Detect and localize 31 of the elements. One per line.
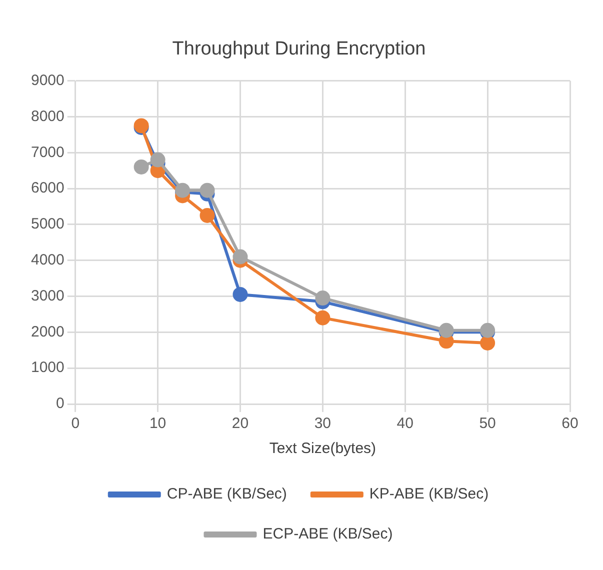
point <box>232 249 248 264</box>
x-tick-label: 60 <box>562 415 578 432</box>
y-tick-label: 6000 <box>30 180 64 197</box>
legend-label: ECP-ABE (KB/Sec) <box>262 526 393 543</box>
point <box>134 159 149 174</box>
y-tick-label: 1000 <box>30 359 64 376</box>
y-tick-label: 7000 <box>30 144 64 161</box>
x-tick-label: 50 <box>479 415 496 432</box>
x-tick-label: 10 <box>149 415 166 432</box>
point <box>315 290 330 306</box>
point <box>200 208 215 223</box>
y-tick-label: 0 <box>56 395 64 412</box>
point <box>150 152 166 168</box>
y-tick-label: 8000 <box>30 108 64 125</box>
point <box>315 310 330 326</box>
y-tick-label: 5000 <box>30 216 64 233</box>
y-tick-label: 2000 <box>30 323 64 340</box>
legend-label: KP-ABE (KB/Sec) <box>369 486 489 503</box>
chart-title: Throughput During Encryption <box>172 38 426 60</box>
x-tick-label: 20 <box>232 415 249 432</box>
x-tick-label: 30 <box>314 415 332 432</box>
y-tick-label: 3000 <box>30 287 64 304</box>
point <box>232 286 248 302</box>
point <box>480 335 496 350</box>
y-tick-label: 4000 <box>30 251 64 268</box>
x-tick-label: 0 <box>71 415 80 432</box>
legend-label: CP-ABE (KB/Sec) <box>166 486 287 503</box>
point <box>200 182 215 198</box>
x-axis-title: Text Size(bytes) <box>269 440 376 458</box>
x-tick-label: 40 <box>396 415 414 432</box>
y-tick-label: 9000 <box>30 72 64 89</box>
